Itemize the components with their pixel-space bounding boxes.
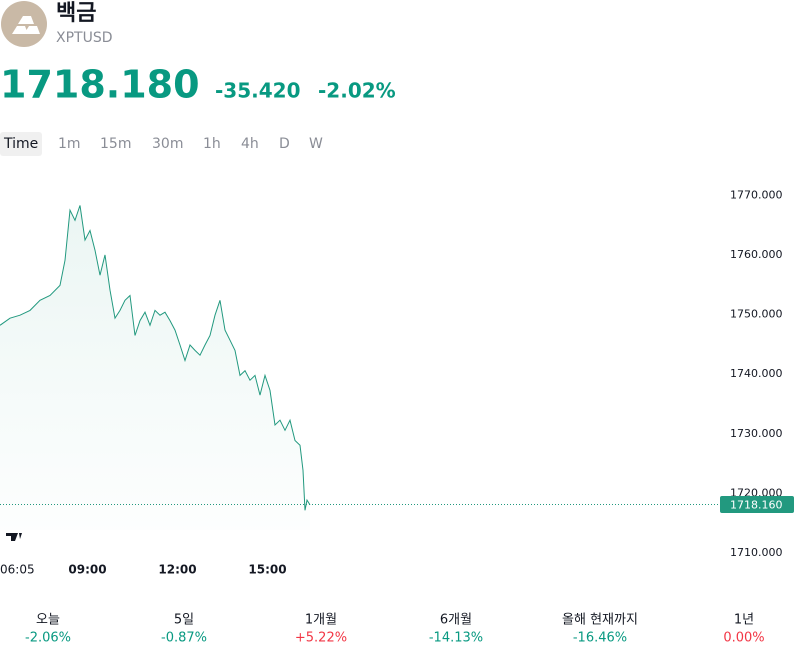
- last-price-label: 1718.160: [730, 499, 783, 512]
- price-line: [0, 205, 311, 511]
- icon-glyph: [12, 16, 40, 34]
- last-price-badge: [720, 496, 794, 514]
- y-tick-label: 1750.000: [730, 308, 783, 321]
- area-fill: [0, 205, 310, 530]
- change-percent: -2.02%: [318, 79, 396, 103]
- selected-interval-bg: [0, 132, 42, 156]
- x-tick-label: 06:05: [0, 563, 35, 577]
- symbol: XPTUSD: [56, 30, 113, 46]
- x-tick-label: 09:00: [68, 563, 106, 577]
- period-change[interactable]: -0.87%: [161, 631, 207, 646]
- interval-button[interactable]: 1h: [203, 136, 221, 152]
- y-tick-label: 1730.000: [730, 427, 783, 440]
- change: -35.420: [215, 79, 300, 103]
- period-change[interactable]: -2.06%: [25, 631, 71, 646]
- interval-button[interactable]: D: [279, 136, 290, 152]
- interval-button[interactable]: 15m: [100, 136, 131, 152]
- interval-button[interactable]: W: [309, 136, 323, 152]
- period-label[interactable]: 5일: [174, 613, 194, 628]
- interval-button[interactable]: 30m: [152, 136, 183, 152]
- y-tick-label: 1760.000: [730, 248, 783, 261]
- period-label[interactable]: 올해 현재까지: [562, 613, 638, 628]
- x-tick-label: 12:00: [158, 563, 196, 577]
- period-label[interactable]: 6개월: [440, 613, 472, 628]
- interval-button[interactable]: 1m: [58, 136, 81, 152]
- y-tick-label: 1740.000: [730, 367, 783, 380]
- interval-button[interactable]: Time: [3, 136, 38, 152]
- y-tick-label: 1770.000: [730, 188, 783, 201]
- x-tick-label: 15:00: [248, 563, 286, 577]
- period-label[interactable]: 1개월: [305, 613, 337, 628]
- period-change[interactable]: 0.00%: [723, 631, 764, 646]
- title: 백금: [56, 1, 96, 26]
- period-change[interactable]: -16.46%: [573, 631, 627, 646]
- period-label[interactable]: 1년: [734, 613, 754, 628]
- tv-logo: [6, 533, 22, 541]
- period-label[interactable]: 오늘: [36, 613, 60, 628]
- period-change[interactable]: -14.13%: [429, 631, 483, 646]
- interval-button[interactable]: 4h: [241, 136, 259, 152]
- period-change[interactable]: +5.22%: [295, 631, 347, 646]
- price: 1718.180: [0, 63, 200, 107]
- y-tick-label: 1710.000: [730, 546, 783, 559]
